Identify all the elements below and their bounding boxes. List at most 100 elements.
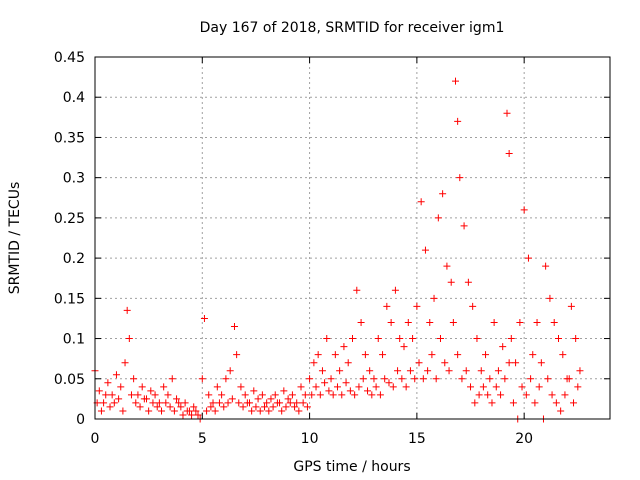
data-point (140, 395, 148, 403)
data-point (155, 399, 163, 407)
data-point (351, 391, 359, 399)
data-point (125, 335, 133, 343)
axis-ticks (94, 56, 610, 420)
data-point (473, 335, 481, 343)
data-point (507, 335, 515, 343)
x-tick-label: 0 (91, 431, 100, 447)
data-point (119, 407, 127, 415)
data-point (138, 383, 146, 391)
x-tick-label: 20 (515, 431, 533, 447)
data-point (396, 335, 404, 343)
data-point (400, 343, 408, 351)
plot-frame (94, 56, 611, 420)
data-point (218, 391, 226, 399)
data-point (424, 367, 432, 375)
data-point (434, 214, 442, 222)
data-point (215, 399, 223, 407)
data-point (327, 375, 335, 383)
tick-labels: 0 5 10 15 20 0 0.05 0.1 0.15 0.2 0.25 0.3 0.35 0.4 0.4… (54, 50, 533, 447)
data-point (535, 383, 543, 391)
data-point (516, 318, 524, 326)
data-point (467, 383, 475, 391)
data-point (531, 399, 539, 407)
y-tick-label: 0.4 (63, 90, 85, 106)
data-point (104, 379, 112, 387)
data-point (308, 391, 316, 399)
data-point (301, 391, 309, 399)
data-point (533, 318, 541, 326)
data-point (97, 407, 105, 415)
data-point (542, 262, 550, 270)
data-point (471, 399, 479, 407)
data-point (344, 359, 352, 367)
data-point (381, 375, 389, 383)
data-point (224, 399, 232, 407)
data-point (454, 117, 462, 125)
data-point (439, 190, 447, 198)
data-point (100, 399, 108, 407)
data-point (228, 395, 236, 403)
data-point (460, 222, 468, 230)
y-axis-label: SRMTID / TECUs (7, 182, 23, 295)
y-tick-label: 0.15 (54, 291, 85, 307)
data-point (110, 399, 118, 407)
data-point (572, 335, 580, 343)
data-point (258, 391, 266, 399)
data-point (160, 383, 168, 391)
data-point (153, 403, 161, 411)
data-point (117, 383, 125, 391)
data-point (402, 383, 410, 391)
data-point (209, 399, 217, 407)
data-point (190, 403, 198, 411)
data-point (413, 302, 421, 310)
data-point (411, 375, 419, 383)
data-point (192, 407, 200, 415)
data-point (112, 371, 120, 379)
data-point (488, 399, 496, 407)
data-point (321, 379, 329, 387)
data-point (361, 351, 369, 359)
data-point (409, 335, 417, 343)
data-point (454, 351, 462, 359)
data-point (458, 375, 466, 383)
data-point (512, 359, 520, 367)
x-tick-label: 10 (301, 431, 319, 447)
data-point (168, 375, 176, 383)
data-point (267, 395, 275, 403)
data-point (353, 286, 361, 294)
x-tick-label: 5 (198, 431, 207, 447)
data-point (505, 359, 513, 367)
data-point (426, 318, 434, 326)
data-point (364, 387, 372, 395)
data-point (222, 375, 230, 383)
data-point (106, 403, 114, 411)
data-point (494, 367, 502, 375)
data-point (134, 391, 142, 399)
data-point (522, 391, 530, 399)
data-point (376, 391, 384, 399)
y-tick-label: 0.1 (63, 332, 85, 348)
data-point (552, 399, 560, 407)
data-point (136, 403, 144, 411)
data-point (310, 359, 318, 367)
data-point (452, 77, 459, 85)
data-point (544, 375, 552, 383)
data-point (265, 407, 273, 415)
data-point (205, 391, 213, 399)
data-point (200, 314, 208, 322)
data-point (475, 391, 483, 399)
data-point (230, 322, 238, 330)
data-point (166, 403, 174, 411)
data-point (561, 391, 569, 399)
data-point (479, 383, 487, 391)
data-point (370, 375, 378, 383)
data-point (188, 411, 196, 419)
data-point (211, 407, 219, 415)
data-point (263, 399, 271, 407)
data-point (269, 403, 277, 411)
data-point (149, 399, 157, 407)
data-point (164, 391, 172, 399)
data-point (151, 391, 159, 399)
data-point (282, 403, 290, 411)
data-point (415, 359, 423, 367)
